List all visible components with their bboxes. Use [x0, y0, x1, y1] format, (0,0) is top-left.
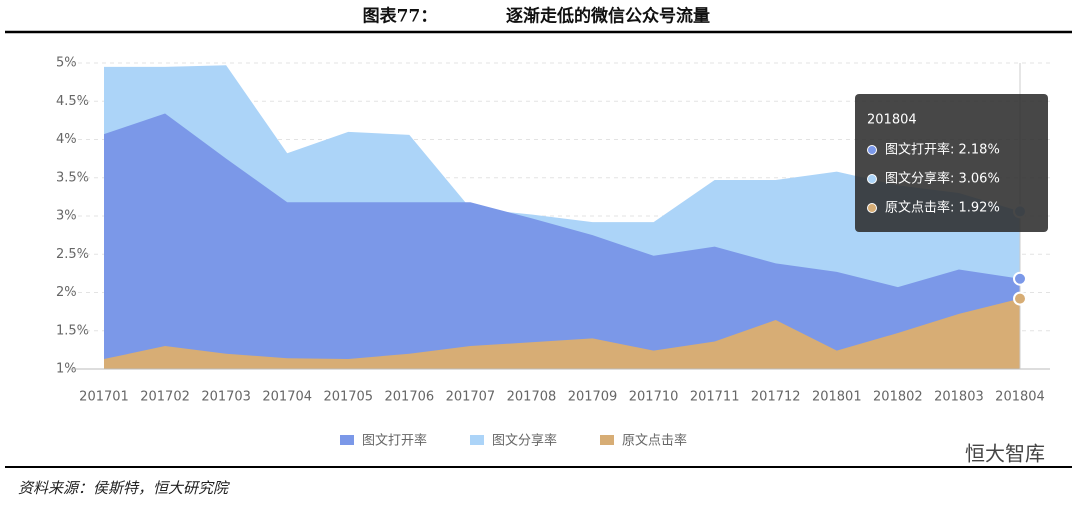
x-tick-label: 201711	[690, 390, 740, 405]
x-tick-label: 201801	[812, 390, 862, 405]
legend-label: 图文打开率	[362, 433, 427, 449]
x-tick-label: 201701	[79, 390, 129, 405]
figure-label: 图表77：	[363, 6, 438, 27]
tooltip-item: 图文打开率: 2.18%	[885, 142, 1000, 158]
chart-title: 逐渐走低的微信公众号流量	[506, 6, 710, 27]
x-tick-label: 201712	[751, 390, 801, 405]
x-tick-label: 201802	[873, 390, 923, 405]
watermark: 恒大智库	[965, 442, 1045, 466]
tooltip-dot	[867, 174, 877, 184]
x-tick-label: 201708	[507, 390, 557, 405]
legend-swatch	[340, 435, 354, 445]
legend-swatch	[470, 435, 484, 445]
legend-label: 原文点击率	[622, 433, 687, 449]
hover-dot	[1013, 291, 1027, 306]
tooltip-item: 原文点击率: 1.92%	[885, 200, 1000, 216]
tooltip-box	[855, 94, 1048, 232]
legend-swatch	[600, 435, 614, 445]
y-tick-label: 5%	[56, 56, 77, 71]
source: 资料来源：侯斯特，恒大研究院	[18, 479, 230, 497]
tooltip-dot	[867, 145, 877, 155]
x-tick-label: 201705	[323, 390, 373, 405]
y-tick-label: 4%	[56, 132, 77, 147]
x-tick-label: 201702	[140, 390, 190, 405]
tooltip-title: 201804	[867, 113, 917, 128]
tooltip-item: 图文分享率: 3.06%	[885, 171, 1000, 187]
x-tick-label: 201704	[262, 390, 312, 405]
legend-label: 图文分享率	[492, 433, 557, 449]
x-tick-label: 201703	[201, 390, 251, 405]
x-tick-label: 201710	[629, 390, 679, 405]
y-tick-label: 2%	[56, 285, 77, 300]
area	[104, 113, 1020, 370]
x-tick-label: 201709	[568, 390, 618, 405]
x-tick-label: 201803	[934, 390, 984, 405]
area	[104, 298, 1020, 369]
hover-dot	[1013, 271, 1027, 286]
tooltip-dot	[867, 203, 877, 213]
y-tick-label: 3%	[56, 209, 77, 224]
x-tick-label: 201706	[385, 390, 435, 405]
x-tick-label: 201804	[995, 390, 1045, 405]
y-tick-label: 1%	[56, 362, 77, 377]
x-tick-label: 201707	[446, 390, 496, 405]
